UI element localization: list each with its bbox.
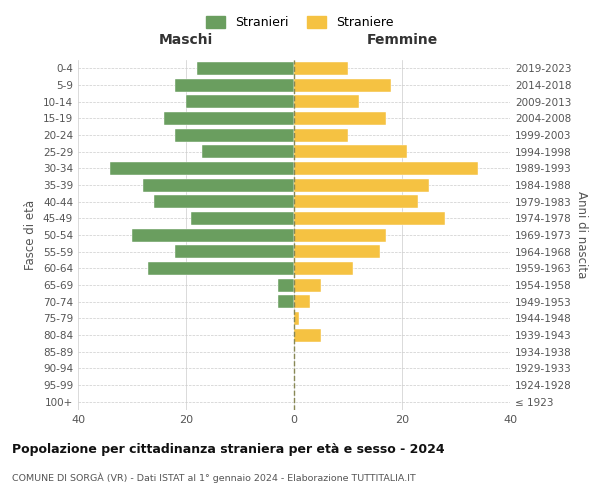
Text: Maschi: Maschi	[159, 32, 213, 46]
Bar	[294, 145, 407, 158]
Text: Femmine: Femmine	[367, 32, 437, 46]
Bar	[294, 162, 478, 175]
Bar	[294, 278, 321, 291]
Bar	[294, 312, 299, 325]
Bar	[294, 128, 348, 141]
Bar	[294, 62, 348, 75]
Bar	[294, 195, 418, 208]
Bar	[175, 78, 294, 92]
Bar	[143, 178, 294, 192]
Bar	[191, 212, 294, 225]
Bar	[278, 278, 294, 291]
Bar	[197, 62, 294, 75]
Bar	[294, 262, 353, 275]
Bar	[164, 112, 294, 125]
Bar	[110, 162, 294, 175]
Bar	[132, 228, 294, 241]
Bar	[294, 245, 380, 258]
Bar	[148, 262, 294, 275]
Bar	[202, 145, 294, 158]
Bar	[294, 228, 386, 241]
Bar	[294, 295, 310, 308]
Bar	[175, 245, 294, 258]
Bar	[294, 95, 359, 108]
Bar	[154, 195, 294, 208]
Bar	[186, 95, 294, 108]
Bar	[278, 295, 294, 308]
Bar	[294, 212, 445, 225]
Legend: Stranieri, Straniere: Stranieri, Straniere	[202, 11, 398, 34]
Y-axis label: Fasce di età: Fasce di età	[25, 200, 37, 270]
Bar	[294, 78, 391, 92]
Bar	[294, 112, 386, 125]
Y-axis label: Anni di nascita: Anni di nascita	[575, 192, 588, 278]
Bar	[175, 128, 294, 141]
Bar	[294, 178, 429, 192]
Text: COMUNE DI SORGÀ (VR) - Dati ISTAT al 1° gennaio 2024 - Elaborazione TUTTITALIA.I: COMUNE DI SORGÀ (VR) - Dati ISTAT al 1° …	[12, 472, 416, 483]
Bar	[294, 328, 321, 342]
Text: Popolazione per cittadinanza straniera per età e sesso - 2024: Popolazione per cittadinanza straniera p…	[12, 442, 445, 456]
